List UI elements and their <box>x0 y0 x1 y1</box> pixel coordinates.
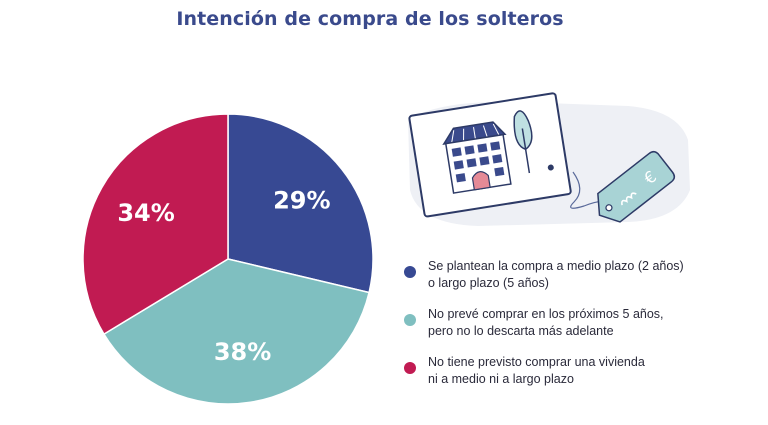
pie-slice <box>82 113 229 336</box>
legend-label-line2: ni a medio ni a largo plazo <box>428 372 574 386</box>
chart-title: Intención de compra de los solteros <box>176 8 564 30</box>
legend-dot <box>404 266 416 278</box>
legend-label: No prevé comprar en los próximos 5 años,… <box>428 306 728 340</box>
pie-slice <box>102 258 370 405</box>
legend-label-line2: pero no lo descarta más adelante <box>428 324 614 338</box>
house-card-with-price-tag-icon: € <box>408 92 690 226</box>
legend-label-line1: Se plantean la compra a medio plazo (2 a… <box>428 259 684 273</box>
slice-value-label: 34% <box>117 199 174 227</box>
legend-label-line1: No prevé comprar en los próximos 5 años, <box>428 307 664 321</box>
pie-slice <box>227 113 374 294</box>
legend-label: No tiene previsto comprar una vivienda n… <box>428 354 728 388</box>
legend-label-line1: No tiene previsto comprar una vivienda <box>428 355 645 369</box>
legend-label: Se plantean la compra a medio plazo (2 a… <box>428 258 728 292</box>
legend-dot <box>404 314 416 326</box>
slice-value-label: 29% <box>273 187 330 215</box>
pie-chart: 29% 38% 34% <box>82 113 374 405</box>
legend-dot <box>404 362 416 374</box>
legend-label-line2: o largo plazo (5 años) <box>428 276 549 290</box>
slice-value-label: 38% <box>214 338 271 366</box>
